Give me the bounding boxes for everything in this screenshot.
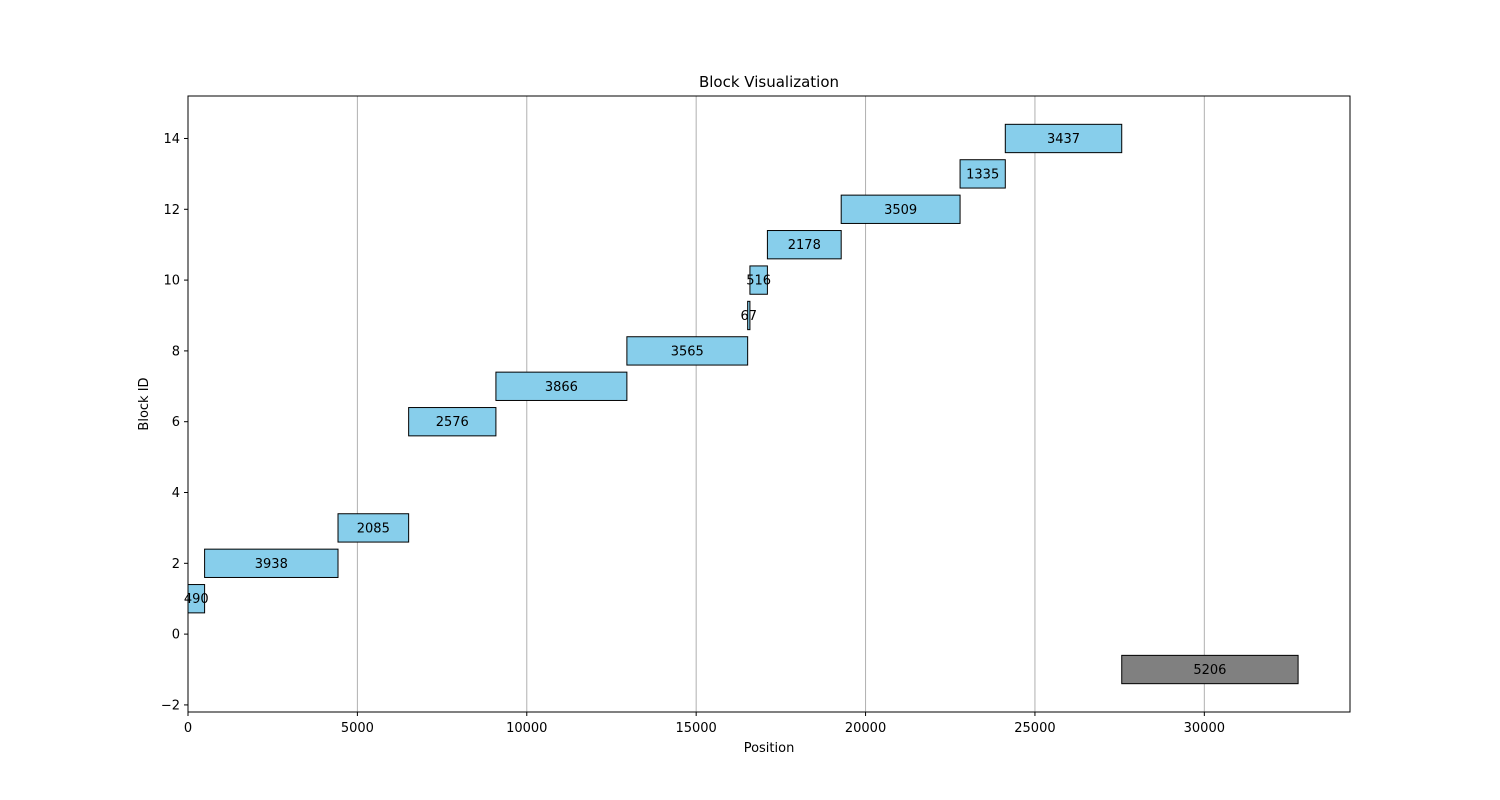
block-bar: [1004, 123, 1123, 154]
block-size-label: 67: [741, 309, 758, 324]
x-tick-label: 20000: [845, 721, 886, 736]
x-tick-label: 0: [184, 721, 192, 736]
plot-frame: [187, 95, 1351, 713]
chart-title: Block Visualization: [699, 73, 839, 91]
block-bar: [204, 548, 339, 578]
block-bar: [747, 300, 751, 331]
x-tick-label: 10000: [506, 721, 547, 736]
block-size-label: 3938: [255, 557, 288, 572]
block-size-label: 490: [184, 592, 209, 607]
block-size-label: 3866: [545, 380, 578, 395]
y-tick-label: 14: [163, 132, 180, 147]
block-size-label: 1335: [966, 167, 999, 182]
block-bar: [495, 371, 628, 401]
block-size-label: 2576: [436, 415, 469, 430]
free-block-bar: [1121, 654, 1299, 685]
ticks-layer: 0 5000 10000 15000 20000 25000 30000 −2 0 2 4 6 8 10 1…: [161, 132, 1225, 736]
block-size-label: 2178: [788, 238, 821, 253]
y-tick-label: 12: [163, 203, 180, 218]
y-tick-label: 2: [172, 557, 180, 572]
y-tick-label: −2: [161, 698, 180, 713]
bars-layer: 490 3938 2085 2576 3866 3565 67 516 2178 3509 1335…: [184, 123, 1299, 685]
x-axis-label: Position: [744, 741, 795, 756]
y-tick-label: 0: [172, 628, 180, 643]
block-size-label: 516: [746, 274, 771, 289]
block-size-label: 3565: [671, 344, 704, 359]
block-size-label: 3509: [884, 203, 917, 218]
x-tick-label: 5000: [341, 721, 374, 736]
y-axis-label: Block ID: [137, 377, 152, 430]
y-tick-label: 8: [172, 344, 180, 359]
x-tick-label: 25000: [1014, 721, 1055, 736]
block-bar: [749, 265, 768, 295]
x-tick-label: 15000: [675, 721, 716, 736]
block-bar: [337, 513, 410, 543]
block-size-label: 5206: [1193, 663, 1226, 678]
x-tick-label: 30000: [1184, 721, 1225, 736]
block-bar: [840, 194, 961, 224]
block-bar: [959, 159, 1006, 189]
y-tick-label: 10: [163, 274, 180, 289]
block-bar: [766, 230, 842, 260]
block-size-label: 3437: [1047, 132, 1080, 147]
block-size-label: 2085: [357, 521, 390, 536]
y-tick-label: 4: [172, 486, 180, 501]
grid-layer: [187, 96, 1205, 712]
block-bar: [626, 336, 749, 366]
y-tick-label: 6: [172, 415, 180, 430]
block-bar: [408, 407, 497, 437]
